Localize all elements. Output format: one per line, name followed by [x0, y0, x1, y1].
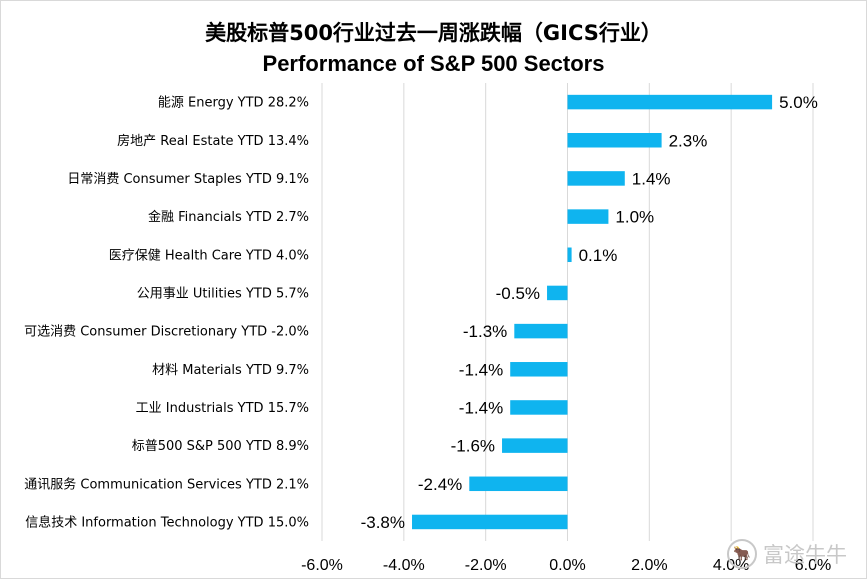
data-label: 0.1%	[579, 246, 618, 265]
bar	[510, 400, 568, 415]
bar	[510, 362, 568, 377]
category-label: 日常消费 Consumer Staples YTD 9.1%	[67, 172, 309, 187]
bar	[469, 476, 568, 492]
category-label: 材料 Materials YTD 9.7%	[152, 363, 309, 378]
data-label: -2.4%	[418, 475, 462, 494]
category-label: 标普500 S&P 500 YTD 8.9%	[132, 439, 309, 454]
watermark: 🐂 富途牛牛	[727, 539, 847, 569]
bar	[567, 247, 572, 263]
data-label: -0.5%	[496, 284, 540, 303]
chart-title: 美股标普500行业过去一周涨跌幅（GICS行业）	[205, 21, 662, 45]
category-label: 信息技术 Information Technology YTD 15.0%	[25, 514, 309, 530]
data-label: 5.0%	[779, 93, 818, 112]
x-tick-label: 0.0%	[549, 557, 585, 574]
data-label: -1.4%	[459, 360, 503, 379]
x-tick-label: -2.0%	[465, 557, 507, 574]
category-label: 房地产 Real Estate YTD 13.4%	[117, 133, 309, 149]
category-label: 通讯服务 Communication Services YTD 2.1%	[24, 476, 309, 492]
category-label: 医疗保健 Health Care YTD 4.0%	[109, 248, 309, 263]
data-label: -1.3%	[463, 322, 507, 341]
category-label: 金融 Financials YTD 2.7%	[148, 209, 309, 225]
x-tick-label: 6.0%	[795, 557, 831, 574]
bar	[502, 438, 568, 453]
data-label: -1.4%	[459, 398, 503, 417]
category-label: 工业 Industrials YTD 15.7%	[136, 401, 309, 416]
category-label: 能源 Energy YTD 28.2%	[158, 96, 309, 111]
data-label: -1.6%	[451, 437, 495, 456]
data-label: 1.4%	[632, 169, 671, 188]
data-label: -3.8%	[361, 513, 405, 532]
bar	[567, 133, 662, 148]
data-label: 2.3%	[669, 131, 708, 150]
bar	[514, 323, 568, 339]
bar	[547, 285, 568, 301]
bar	[412, 514, 568, 530]
futu-bull-icon: 🐂	[727, 539, 757, 569]
x-tick-label: -6.0%	[301, 557, 343, 574]
data-label: 1.0%	[615, 208, 654, 227]
bar	[567, 209, 609, 224]
bar	[567, 94, 773, 110]
watermark-text: 富途牛牛	[763, 543, 847, 567]
category-label: 公用事业 Utilities YTD 5.7%	[137, 286, 309, 301]
category-label: 可选消费 Consumer Discretionary YTD -2.0%	[24, 325, 309, 340]
bar	[567, 171, 625, 186]
x-tick-label: -4.0%	[383, 557, 425, 574]
x-tick-label: 2.0%	[631, 557, 667, 574]
chart-subtitle: Performance of S&P 500 Sectors	[262, 51, 605, 76]
